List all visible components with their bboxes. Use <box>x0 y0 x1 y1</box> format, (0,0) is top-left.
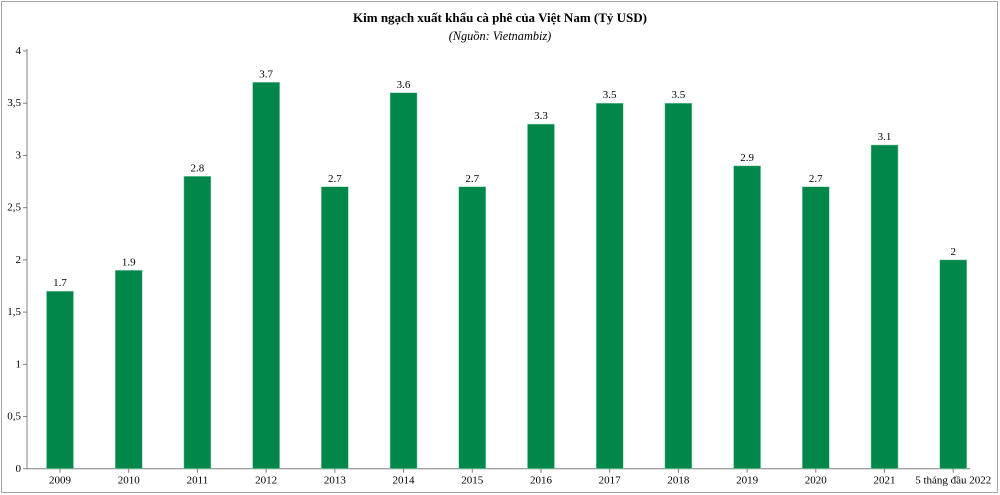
svg-text:3,5: 3,5 <box>7 97 21 109</box>
svg-text:0: 0 <box>16 463 22 475</box>
svg-text:2020: 2020 <box>805 474 828 486</box>
svg-text:2017: 2017 <box>599 474 622 486</box>
svg-text:2.7: 2.7 <box>809 173 823 185</box>
svg-text:3.5: 3.5 <box>672 89 686 101</box>
svg-text:2019: 2019 <box>736 474 759 486</box>
svg-text:3.5: 3.5 <box>603 89 617 101</box>
svg-text:1,5: 1,5 <box>7 306 21 318</box>
svg-text:2009: 2009 <box>49 474 72 486</box>
svg-text:0,5: 0,5 <box>7 411 21 423</box>
svg-text:1.7: 1.7 <box>53 277 67 289</box>
svg-text:2015: 2015 <box>461 474 484 486</box>
svg-text:2: 2 <box>16 254 22 266</box>
svg-text:5 tháng đầu 2022: 5 tháng đầu 2022 <box>915 474 991 486</box>
svg-text:3.1: 3.1 <box>878 131 892 143</box>
svg-text:4: 4 <box>16 45 22 57</box>
svg-text:1: 1 <box>16 358 22 370</box>
svg-text:3.6: 3.6 <box>397 79 411 91</box>
svg-text:3: 3 <box>16 149 22 161</box>
svg-text:2014: 2014 <box>393 474 416 486</box>
svg-text:2: 2 <box>950 246 956 258</box>
svg-text:2016: 2016 <box>530 474 553 486</box>
svg-text:3.7: 3.7 <box>259 68 273 80</box>
svg-text:2.8: 2.8 <box>191 162 205 174</box>
svg-text:2.9: 2.9 <box>740 152 754 164</box>
svg-text:3.3: 3.3 <box>534 110 548 122</box>
svg-text:2010: 2010 <box>118 474 141 486</box>
svg-text:2021: 2021 <box>874 474 896 486</box>
svg-text:2011: 2011 <box>187 474 209 486</box>
svg-text:2012: 2012 <box>255 474 277 486</box>
svg-text:1.9: 1.9 <box>122 256 136 268</box>
svg-text:2013: 2013 <box>324 474 347 486</box>
svg-text:2.7: 2.7 <box>328 173 342 185</box>
svg-text:2018: 2018 <box>667 474 690 486</box>
svg-text:2,5: 2,5 <box>7 202 21 214</box>
svg-text:2.7: 2.7 <box>465 173 479 185</box>
